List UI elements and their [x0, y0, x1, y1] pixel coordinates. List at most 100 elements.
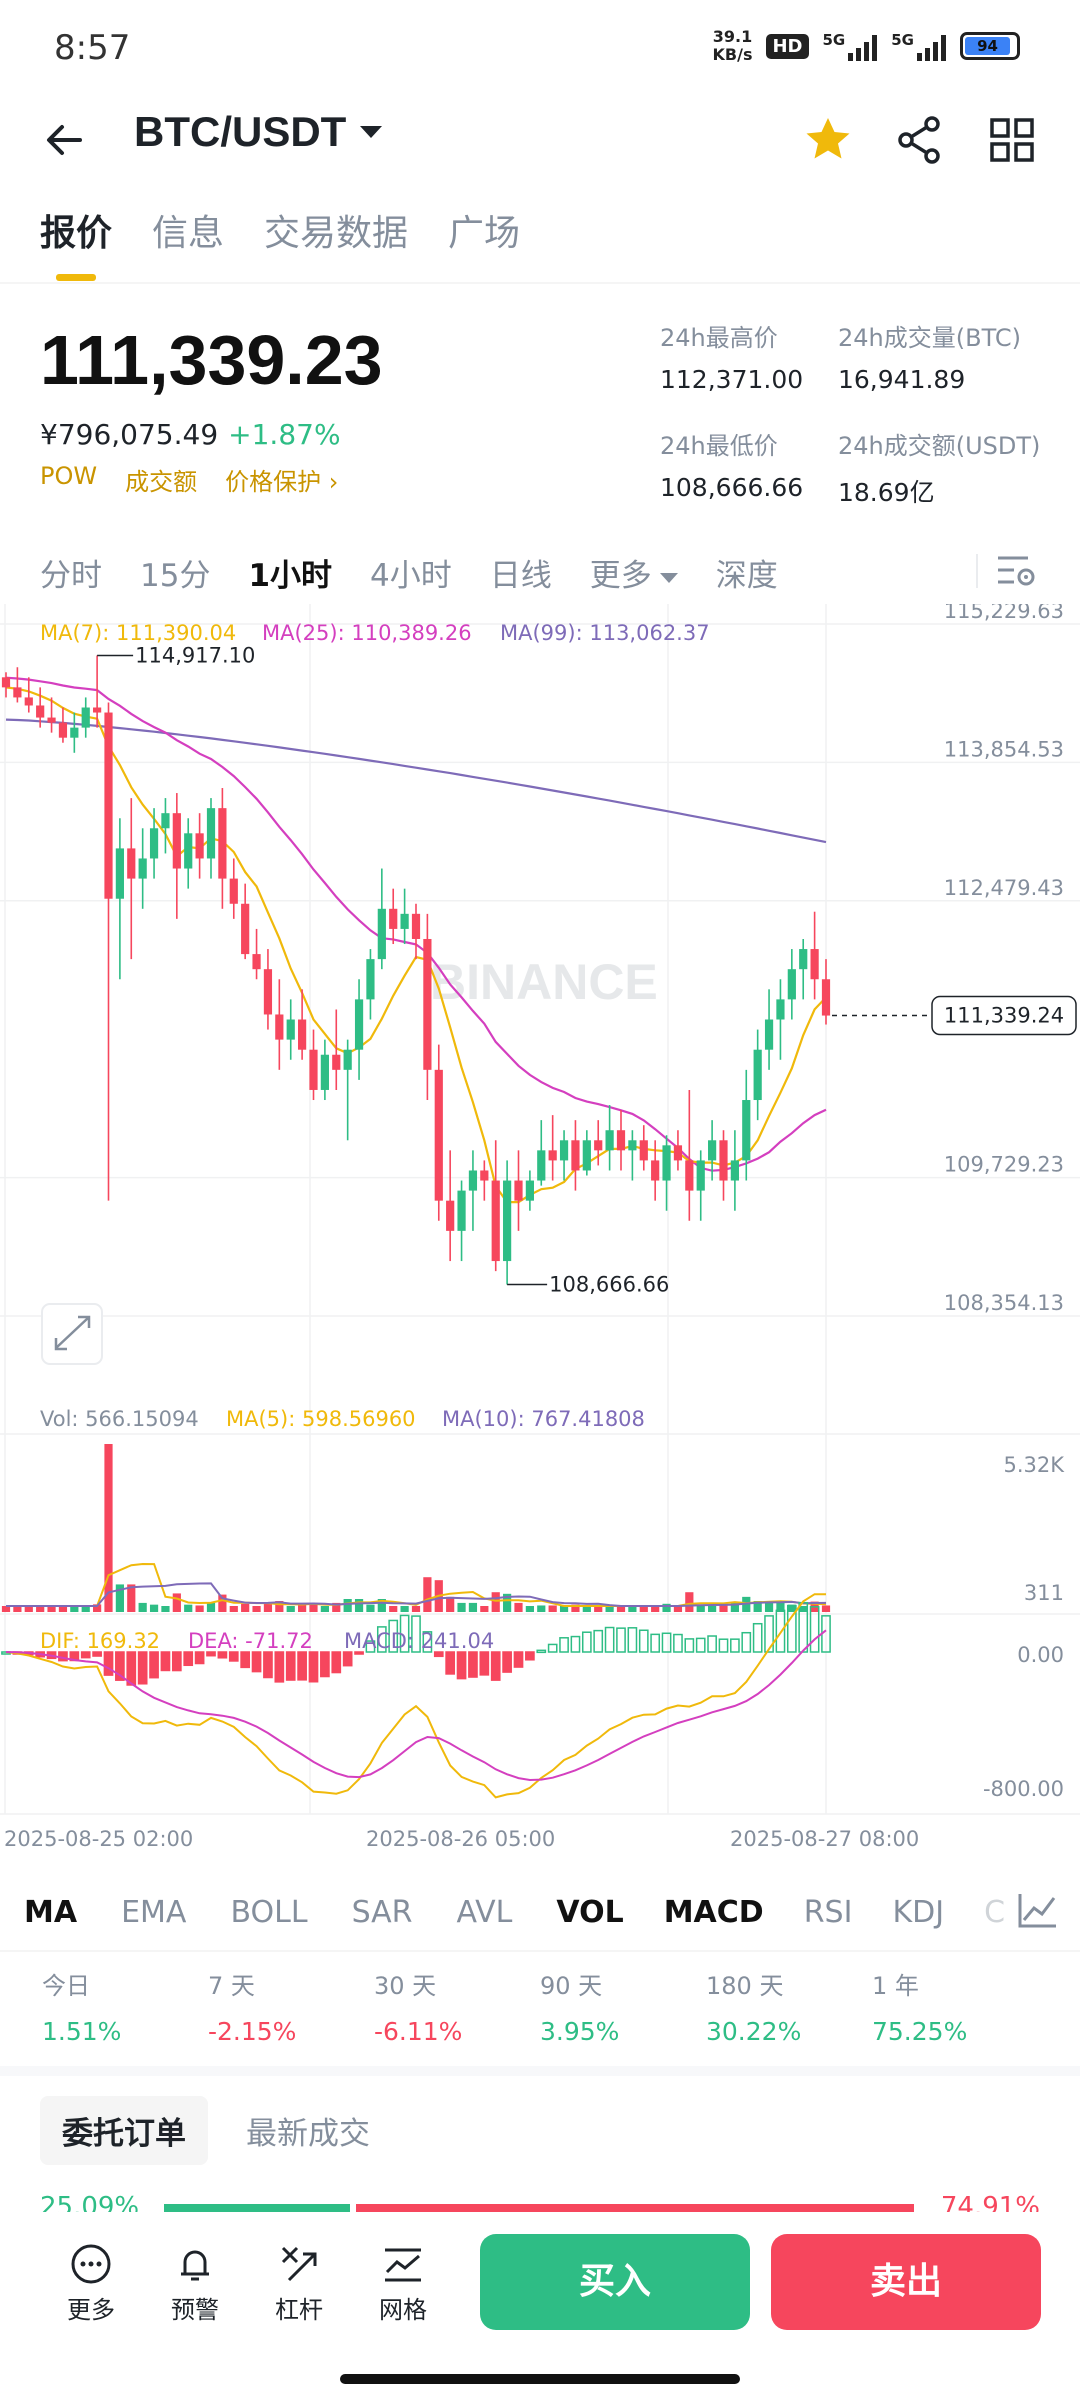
- macd-histogram-bar: [741, 1631, 752, 1653]
- volume-usdt-value: 18.69亿: [838, 478, 935, 507]
- leverage-button[interactable]: 杠杆: [264, 2242, 334, 2325]
- star-icon[interactable]: [800, 112, 856, 168]
- candle-body: [229, 878, 238, 904]
- grid-layout-icon[interactable]: [984, 112, 1040, 168]
- divider: [976, 554, 978, 588]
- grid-trading-button[interactable]: 网格: [368, 2242, 438, 2325]
- share-icon[interactable]: [892, 112, 948, 168]
- volume-bar: [389, 1606, 398, 1612]
- macd-histogram-bar: [809, 1606, 820, 1653]
- interval-15m[interactable]: 15分: [140, 558, 211, 594]
- chart-settings-icon[interactable]: [994, 550, 1038, 590]
- volume-bar: [730, 1602, 739, 1612]
- tab-order-book[interactable]: 委托订单: [40, 2096, 208, 2165]
- candle-body: [742, 1100, 751, 1161]
- tab-trading-data[interactable]: 交易数据: [264, 213, 409, 254]
- candle-body: [559, 1140, 569, 1161]
- volume-bar: [559, 1606, 569, 1612]
- macd-histogram-bar: [661, 1632, 672, 1653]
- indicator-vol[interactable]: VOL: [556, 1894, 624, 1930]
- macd-histogram-bar: [547, 1643, 558, 1653]
- watermark-text: BINANCE: [430, 954, 658, 1010]
- candle-body: [24, 697, 33, 706]
- home-indicator[interactable]: [340, 2374, 740, 2384]
- interval-depth[interactable]: 深度: [715, 558, 778, 594]
- tab-recent-trades[interactable]: 最新成交: [246, 2116, 370, 2152]
- current-price-tag[interactable]: 111,339.24: [832, 995, 1077, 1036]
- volume-bar: [195, 1605, 204, 1612]
- candle-body: [616, 1130, 626, 1151]
- volume-bar: [263, 1602, 273, 1612]
- volume-bar: [366, 1604, 375, 1612]
- legend-ma25: MA(25): 110,389.26: [262, 621, 472, 645]
- back-arrow-icon[interactable]: [40, 116, 88, 164]
- indicator-ema[interactable]: EMA: [121, 1894, 187, 1930]
- alert-button[interactable]: 预警: [160, 2242, 230, 2325]
- legend-dif: DIF: 169.32: [40, 1629, 160, 1653]
- candle-body: [252, 954, 261, 970]
- volume-bar: [241, 1603, 250, 1612]
- fiat-price-row: ¥796,075.49 +1.87%: [40, 418, 341, 451]
- volume-bar: [446, 1596, 455, 1612]
- volume-bar: [149, 1604, 159, 1612]
- tab-square[interactable]: 广场: [448, 213, 521, 254]
- interval-tabs: 分时 15分 1小时 4小时 日线 更多 深度: [40, 550, 778, 595]
- macd-histogram-bar: [274, 1651, 285, 1683]
- volume-btc-label: 24h成交量(BTC): [838, 324, 1021, 352]
- volume-bar: [93, 1604, 102, 1612]
- stats-col-1: 24h最高价 112,371.00 24h最低价 108,666.66: [660, 318, 803, 534]
- volume-bar: [58, 1606, 68, 1612]
- candle-body: [320, 1054, 329, 1090]
- perf-90d: 90 天 3.95%: [540, 1972, 620, 2046]
- macd-histogram-bar: [308, 1651, 319, 1683]
- indicator-boll[interactable]: BOLL: [230, 1894, 308, 1930]
- tab-info[interactable]: 信息: [152, 213, 225, 254]
- macd-histogram-bar: [456, 1651, 467, 1680]
- indicator-ma[interactable]: MA: [24, 1894, 78, 1930]
- pair-selector[interactable]: BTC/USDT: [134, 108, 383, 156]
- macd-histogram-bar: [627, 1627, 638, 1653]
- tag-pow[interactable]: POW: [40, 462, 98, 490]
- tag-turnover[interactable]: 成交额: [125, 468, 198, 496]
- more-button[interactable]: 更多: [56, 2242, 126, 2325]
- time-label-3: 2025-08-27 08:00: [730, 1827, 919, 1851]
- high-label: 24h最高价: [660, 324, 778, 352]
- interval-more[interactable]: 更多: [590, 550, 678, 595]
- candle-body: [36, 705, 45, 718]
- candle-body: [93, 707, 102, 713]
- candle-body: [696, 1160, 705, 1191]
- pair-label: BTC/USDT: [134, 108, 347, 155]
- macd-histogram-bar: [695, 1637, 706, 1653]
- indicator-kdj[interactable]: KDJ: [892, 1894, 945, 1930]
- tag-price-protection[interactable]: 价格保护 ›: [225, 468, 339, 496]
- tab-quote[interactable]: 报价: [40, 213, 113, 254]
- volume-bar: [298, 1604, 307, 1612]
- buy-button[interactable]: 买入: [480, 2234, 750, 2330]
- status-bar: 8:57 39.1 KB/s HD 5G 5G 94: [0, 0, 1080, 96]
- tab-indicator: [56, 274, 96, 281]
- indicator-settings-icon[interactable]: [1016, 1890, 1060, 1930]
- indicator-macd[interactable]: MACD: [663, 1894, 764, 1930]
- kline-chart[interactable]: BINANCE 115,229.63 113,854.53 112,479.43 10…: [0, 604, 1080, 1854]
- ma99-line: [5, 718, 827, 844]
- interval-daily[interactable]: 日线: [489, 558, 552, 594]
- indicator-sar[interactable]: SAR: [351, 1894, 413, 1930]
- interval-1h[interactable]: 1小时: [248, 558, 333, 594]
- interval-timeshare[interactable]: 分时: [40, 558, 102, 594]
- candle-body: [149, 828, 159, 859]
- indicator-avl[interactable]: AVL: [456, 1894, 513, 1930]
- macd-histogram-bar: [559, 1637, 569, 1653]
- indicator-c[interactable]: C: [984, 1894, 1006, 1930]
- sell-button[interactable]: 卖出: [771, 2234, 1041, 2330]
- macd-histogram-bar: [115, 1651, 125, 1681]
- fullscreen-icon[interactable]: [41, 1303, 103, 1365]
- interval-4h[interactable]: 4小时: [370, 558, 452, 594]
- volume-bar: [400, 1606, 409, 1612]
- volume-ma5-line: [6, 1562, 827, 1607]
- volume-bar: [662, 1603, 671, 1612]
- volume-bar: [468, 1602, 478, 1612]
- candle-body: [662, 1145, 671, 1181]
- volume-axis-max: 5.32K: [1003, 1453, 1065, 1477]
- indicator-rsi[interactable]: RSI: [803, 1894, 853, 1930]
- volume-bar: [184, 1604, 193, 1612]
